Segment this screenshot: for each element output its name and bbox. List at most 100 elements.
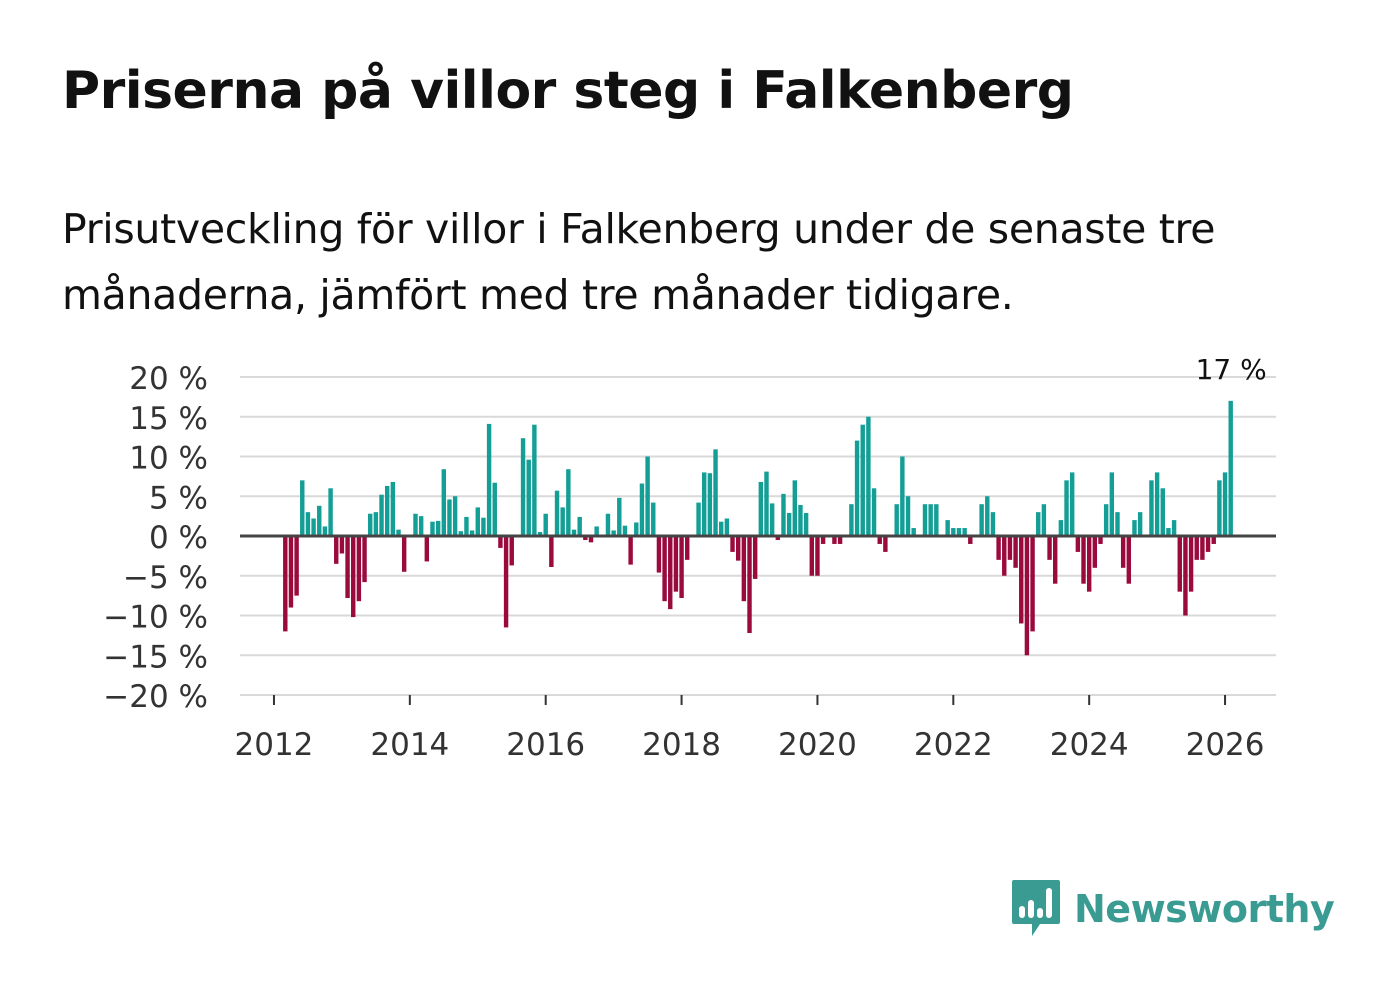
bar xyxy=(639,483,645,536)
bar xyxy=(1171,520,1177,536)
bar xyxy=(311,518,316,536)
bar xyxy=(1007,536,1013,560)
x-tick-label: 2016 xyxy=(506,727,585,763)
bar xyxy=(537,532,543,536)
y-tick-label: 0 % xyxy=(149,520,208,556)
bar xyxy=(305,512,311,536)
bar xyxy=(866,416,871,536)
bar xyxy=(1188,536,1194,592)
bar xyxy=(520,438,526,536)
bar xyxy=(367,513,373,536)
y-tick-label: 15 % xyxy=(129,401,208,437)
bar xyxy=(1222,472,1228,536)
bar xyxy=(741,536,747,602)
bar xyxy=(922,504,928,536)
bar xyxy=(588,536,594,543)
bar xyxy=(339,536,345,554)
bar xyxy=(481,517,486,536)
bar xyxy=(968,536,973,544)
bar xyxy=(1154,472,1160,536)
x-tick-label: 2018 xyxy=(642,727,721,763)
bar xyxy=(651,502,656,536)
bar xyxy=(283,536,288,632)
x-tick-label: 2020 xyxy=(778,727,857,763)
bar xyxy=(849,504,854,536)
bar xyxy=(390,481,396,536)
bar xyxy=(1036,512,1041,536)
bar xyxy=(871,488,877,536)
bar xyxy=(373,512,379,536)
bar xyxy=(617,497,622,536)
bar xyxy=(781,493,786,536)
bar xyxy=(775,536,781,540)
x-tick-label: 2022 xyxy=(914,727,993,763)
bar xyxy=(622,525,628,536)
x-tick-label: 2012 xyxy=(235,727,314,763)
bar xyxy=(724,518,730,536)
bar xyxy=(418,516,424,536)
bar xyxy=(288,536,294,608)
bar xyxy=(1149,480,1154,536)
bars xyxy=(240,400,1276,656)
y-tick-label: 5 % xyxy=(149,480,208,516)
bar xyxy=(356,536,362,602)
bar xyxy=(1160,488,1165,536)
bar xyxy=(956,528,962,536)
bar xyxy=(764,471,769,536)
bar xyxy=(996,536,1001,560)
bar xyxy=(1177,536,1182,592)
bar xyxy=(526,459,531,536)
bar xyxy=(758,481,764,536)
chart-title: Priserna på villor steg i Falkenberg xyxy=(62,61,1074,121)
bar xyxy=(1041,504,1047,536)
bar xyxy=(832,536,837,544)
bar xyxy=(1053,536,1058,584)
bar xyxy=(696,502,701,536)
bar xyxy=(351,536,356,618)
bar xyxy=(945,520,950,536)
bar xyxy=(464,516,469,536)
bar xyxy=(1137,512,1143,536)
x-tick-label: 2026 xyxy=(1186,727,1265,763)
brand-name: Newsworthy xyxy=(1074,887,1335,931)
bar xyxy=(345,536,350,599)
bar xyxy=(815,536,820,576)
bar xyxy=(951,528,956,536)
bar xyxy=(435,520,441,536)
bar xyxy=(532,424,537,536)
bar xyxy=(583,536,588,540)
bar xyxy=(668,536,673,610)
bar xyxy=(396,529,401,536)
bar xyxy=(1002,536,1007,576)
bar xyxy=(894,504,899,536)
annotations: 17 % xyxy=(1196,353,1267,386)
bar xyxy=(452,496,458,536)
bar-annotation: 17 % xyxy=(1196,353,1267,386)
gridlines xyxy=(240,376,1276,696)
bar xyxy=(730,536,735,552)
bar xyxy=(786,512,792,536)
bar xyxy=(424,536,430,562)
bar xyxy=(713,449,718,536)
bar xyxy=(549,536,554,568)
bar xyxy=(679,536,684,599)
bar xyxy=(905,496,911,536)
bar xyxy=(928,504,933,536)
y-tick-label: −5 % xyxy=(123,560,208,596)
bar xyxy=(645,456,650,536)
bar xyxy=(560,507,565,536)
bar xyxy=(328,488,333,536)
bar xyxy=(447,499,452,536)
bar xyxy=(486,423,492,536)
bar xyxy=(798,504,803,536)
bar xyxy=(503,536,509,628)
bar xyxy=(860,424,865,536)
bar xyxy=(1205,536,1211,552)
y-tick-label: −20 % xyxy=(103,679,208,715)
bar xyxy=(718,521,724,536)
bar xyxy=(662,536,667,602)
bar xyxy=(792,480,798,536)
bar xyxy=(934,504,939,536)
bar xyxy=(430,521,435,536)
bar xyxy=(1132,520,1137,536)
